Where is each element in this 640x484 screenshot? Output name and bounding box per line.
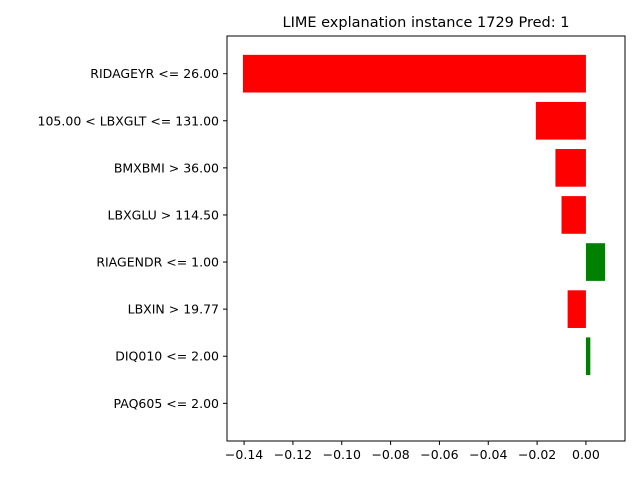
bar xyxy=(585,243,605,281)
x-tick-label: −0.10 xyxy=(323,447,361,462)
bar xyxy=(585,337,591,376)
x-axis-ticks: −0.14 −0.12 −0.10 −0.08 −0.06 −0.04 −0.02 0.00 xyxy=(225,441,600,462)
bar xyxy=(555,149,586,187)
plot-frame xyxy=(226,35,626,442)
bar xyxy=(561,196,586,234)
y-tick-label: DIQ010 <= 2.00 xyxy=(115,349,219,364)
y-tick-label: PAQ605 <= 2.00 xyxy=(114,396,220,411)
bars-group xyxy=(242,54,605,376)
y-tick-label: RIAGENDR <= 1.00 xyxy=(96,255,219,270)
x-tick-label: −0.12 xyxy=(274,447,312,462)
x-tick-label: 0.00 xyxy=(572,447,600,462)
bar xyxy=(535,101,586,140)
x-tick-label: −0.08 xyxy=(371,447,409,462)
chart-title: LIME explanation instance 1729 Pred: 1 xyxy=(283,15,570,31)
x-tick-label: −0.14 xyxy=(225,447,263,462)
bar xyxy=(567,290,586,328)
y-tick-label: RIDAGEYR <= 26.00 xyxy=(90,66,219,81)
y-axis-ticks: RIDAGEYR <= 26.00 105.00 < LBXGLT <= 131.… xyxy=(38,66,227,411)
y-tick-label: LBXGLU > 114.50 xyxy=(108,207,219,222)
bar xyxy=(242,54,586,93)
x-tick-label: −0.04 xyxy=(469,447,507,462)
y-tick-label: LBXIN > 19.77 xyxy=(128,302,219,317)
x-tick-label: −0.06 xyxy=(420,447,458,462)
y-tick-label: 105.00 < LBXGLT <= 131.00 xyxy=(38,113,220,128)
x-tick-label: −0.02 xyxy=(518,447,556,462)
y-tick-label: BMXBMI > 36.00 xyxy=(114,160,219,175)
